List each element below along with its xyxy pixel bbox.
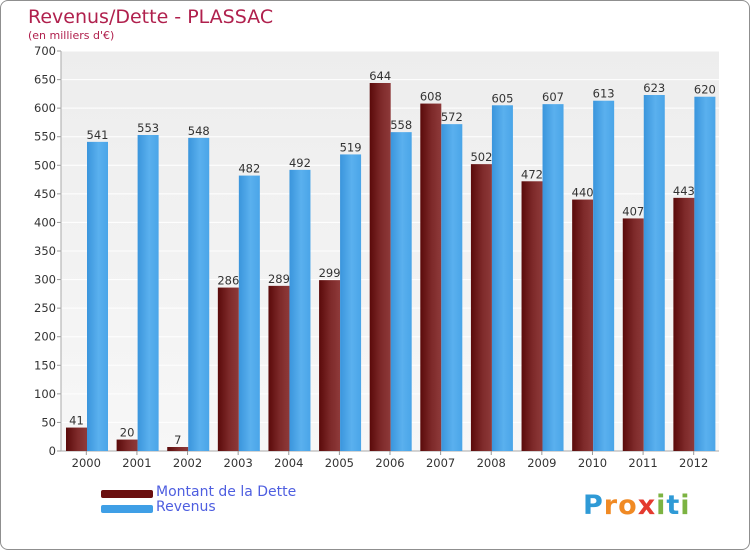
legend-label-revenus: Revenus: [156, 499, 216, 515]
bar-revenus: [441, 124, 463, 452]
bar-dette: [572, 199, 594, 451]
y-tick-label: 350: [34, 244, 56, 258]
bar-revenus: [542, 104, 564, 452]
logo-letter: x: [637, 490, 657, 521]
x-tick-label: 2002: [173, 456, 202, 470]
logo-letter: o: [618, 490, 638, 521]
data-label-revenus: 605: [491, 91, 513, 105]
x-tick-label: 2001: [122, 456, 151, 470]
bar-revenus: [694, 96, 716, 451]
data-label-dette: 407: [622, 204, 644, 218]
x-tick-label: 2008: [477, 456, 506, 470]
bar-dette: [167, 447, 189, 451]
bar-revenus: [87, 141, 108, 451]
x-tick-label: 2006: [375, 456, 404, 470]
y-tick-label: 300: [34, 273, 56, 287]
bar-revenus: [643, 95, 665, 451]
data-label-revenus: 519: [340, 140, 362, 154]
data-label-dette: 286: [217, 274, 239, 288]
y-tick-label: 650: [34, 73, 56, 87]
chart-subtitle: (en milliers d'€): [28, 29, 115, 42]
x-tick-label: 2004: [274, 456, 303, 470]
bar-revenus: [137, 135, 159, 451]
y-tick-label: 250: [34, 301, 56, 315]
bar-revenus: [593, 100, 615, 451]
bar-dette: [673, 197, 695, 451]
x-tick-label: 2000: [72, 456, 101, 470]
data-label-revenus: 572: [441, 110, 463, 124]
bar-dette: [268, 285, 290, 451]
data-label-dette: 41: [69, 414, 84, 428]
data-label-revenus: 548: [188, 124, 210, 138]
bar-revenus: [188, 137, 210, 451]
logo-letter: P: [583, 490, 604, 521]
legend-swatch-revenus: [101, 505, 153, 513]
data-label-dette: 502: [470, 150, 492, 164]
data-label-dette: 608: [420, 90, 442, 104]
chart-title: Revenus/Dette - PLASSAC: [28, 6, 274, 28]
data-label-dette: 20: [120, 426, 135, 440]
data-label-revenus: 492: [289, 156, 311, 170]
data-label-revenus: 482: [238, 162, 260, 176]
y-tick-label: 0: [49, 444, 56, 458]
bar-revenus: [491, 105, 513, 452]
proxiti-logo: Proxiti: [583, 490, 691, 521]
x-tick-label: 2005: [325, 456, 354, 470]
bar-revenus: [340, 154, 362, 451]
bar-dette: [116, 439, 138, 451]
bar-revenus: [289, 169, 311, 451]
y-tick-label: 600: [34, 101, 56, 115]
y-tick-label: 100: [34, 387, 56, 401]
logo-letter: t: [666, 490, 681, 521]
x-tick-label: 2012: [679, 456, 708, 470]
legend-swatch-dette: [101, 490, 153, 498]
data-label-dette: 440: [572, 186, 594, 200]
bar-dette: [420, 103, 442, 452]
data-label-revenus: 623: [643, 81, 665, 95]
y-tick-label: 400: [34, 215, 56, 229]
data-label-dette: 7: [174, 433, 181, 447]
logo-letter: i: [680, 490, 691, 521]
x-tick-label: 2009: [527, 456, 556, 470]
bar-dette: [217, 287, 239, 451]
bar-dette: [470, 164, 492, 451]
y-tick-label: 550: [34, 130, 56, 144]
data-label-revenus: 541: [87, 128, 109, 142]
bar-dette: [521, 181, 543, 452]
data-label-revenus: 613: [593, 87, 615, 101]
data-label-revenus: 620: [694, 83, 716, 97]
y-tick-label: 50: [41, 415, 56, 429]
bar-dette: [66, 427, 87, 451]
legend-label-dette: Montant de la Dette: [156, 484, 297, 500]
logo-letter: i: [656, 490, 667, 521]
data-label-dette: 299: [319, 266, 341, 280]
bar-revenus: [390, 132, 412, 451]
bar-dette: [622, 218, 644, 451]
y-tick-label: 200: [34, 330, 56, 344]
bar-dette: [319, 280, 341, 451]
data-label-revenus: 607: [542, 90, 564, 104]
x-tick-label: 2003: [224, 456, 253, 470]
x-tick-label: 2011: [628, 456, 657, 470]
y-tick-label: 150: [34, 358, 56, 372]
data-label-dette: 443: [673, 184, 695, 198]
x-tick-label: 2007: [426, 456, 455, 470]
data-label-dette: 289: [268, 272, 290, 286]
data-label-dette: 472: [521, 167, 543, 181]
data-label-dette: 644: [369, 69, 391, 83]
y-tick-label: 700: [34, 44, 56, 58]
logo-letter: r: [603, 490, 619, 521]
y-tick-label: 450: [34, 187, 56, 201]
y-tick-label: 500: [34, 158, 56, 172]
bar-dette: [369, 83, 391, 451]
data-label-revenus: 553: [137, 121, 159, 135]
bar-revenus: [238, 175, 260, 452]
data-label-revenus: 558: [390, 118, 412, 132]
x-tick-label: 2010: [578, 456, 607, 470]
